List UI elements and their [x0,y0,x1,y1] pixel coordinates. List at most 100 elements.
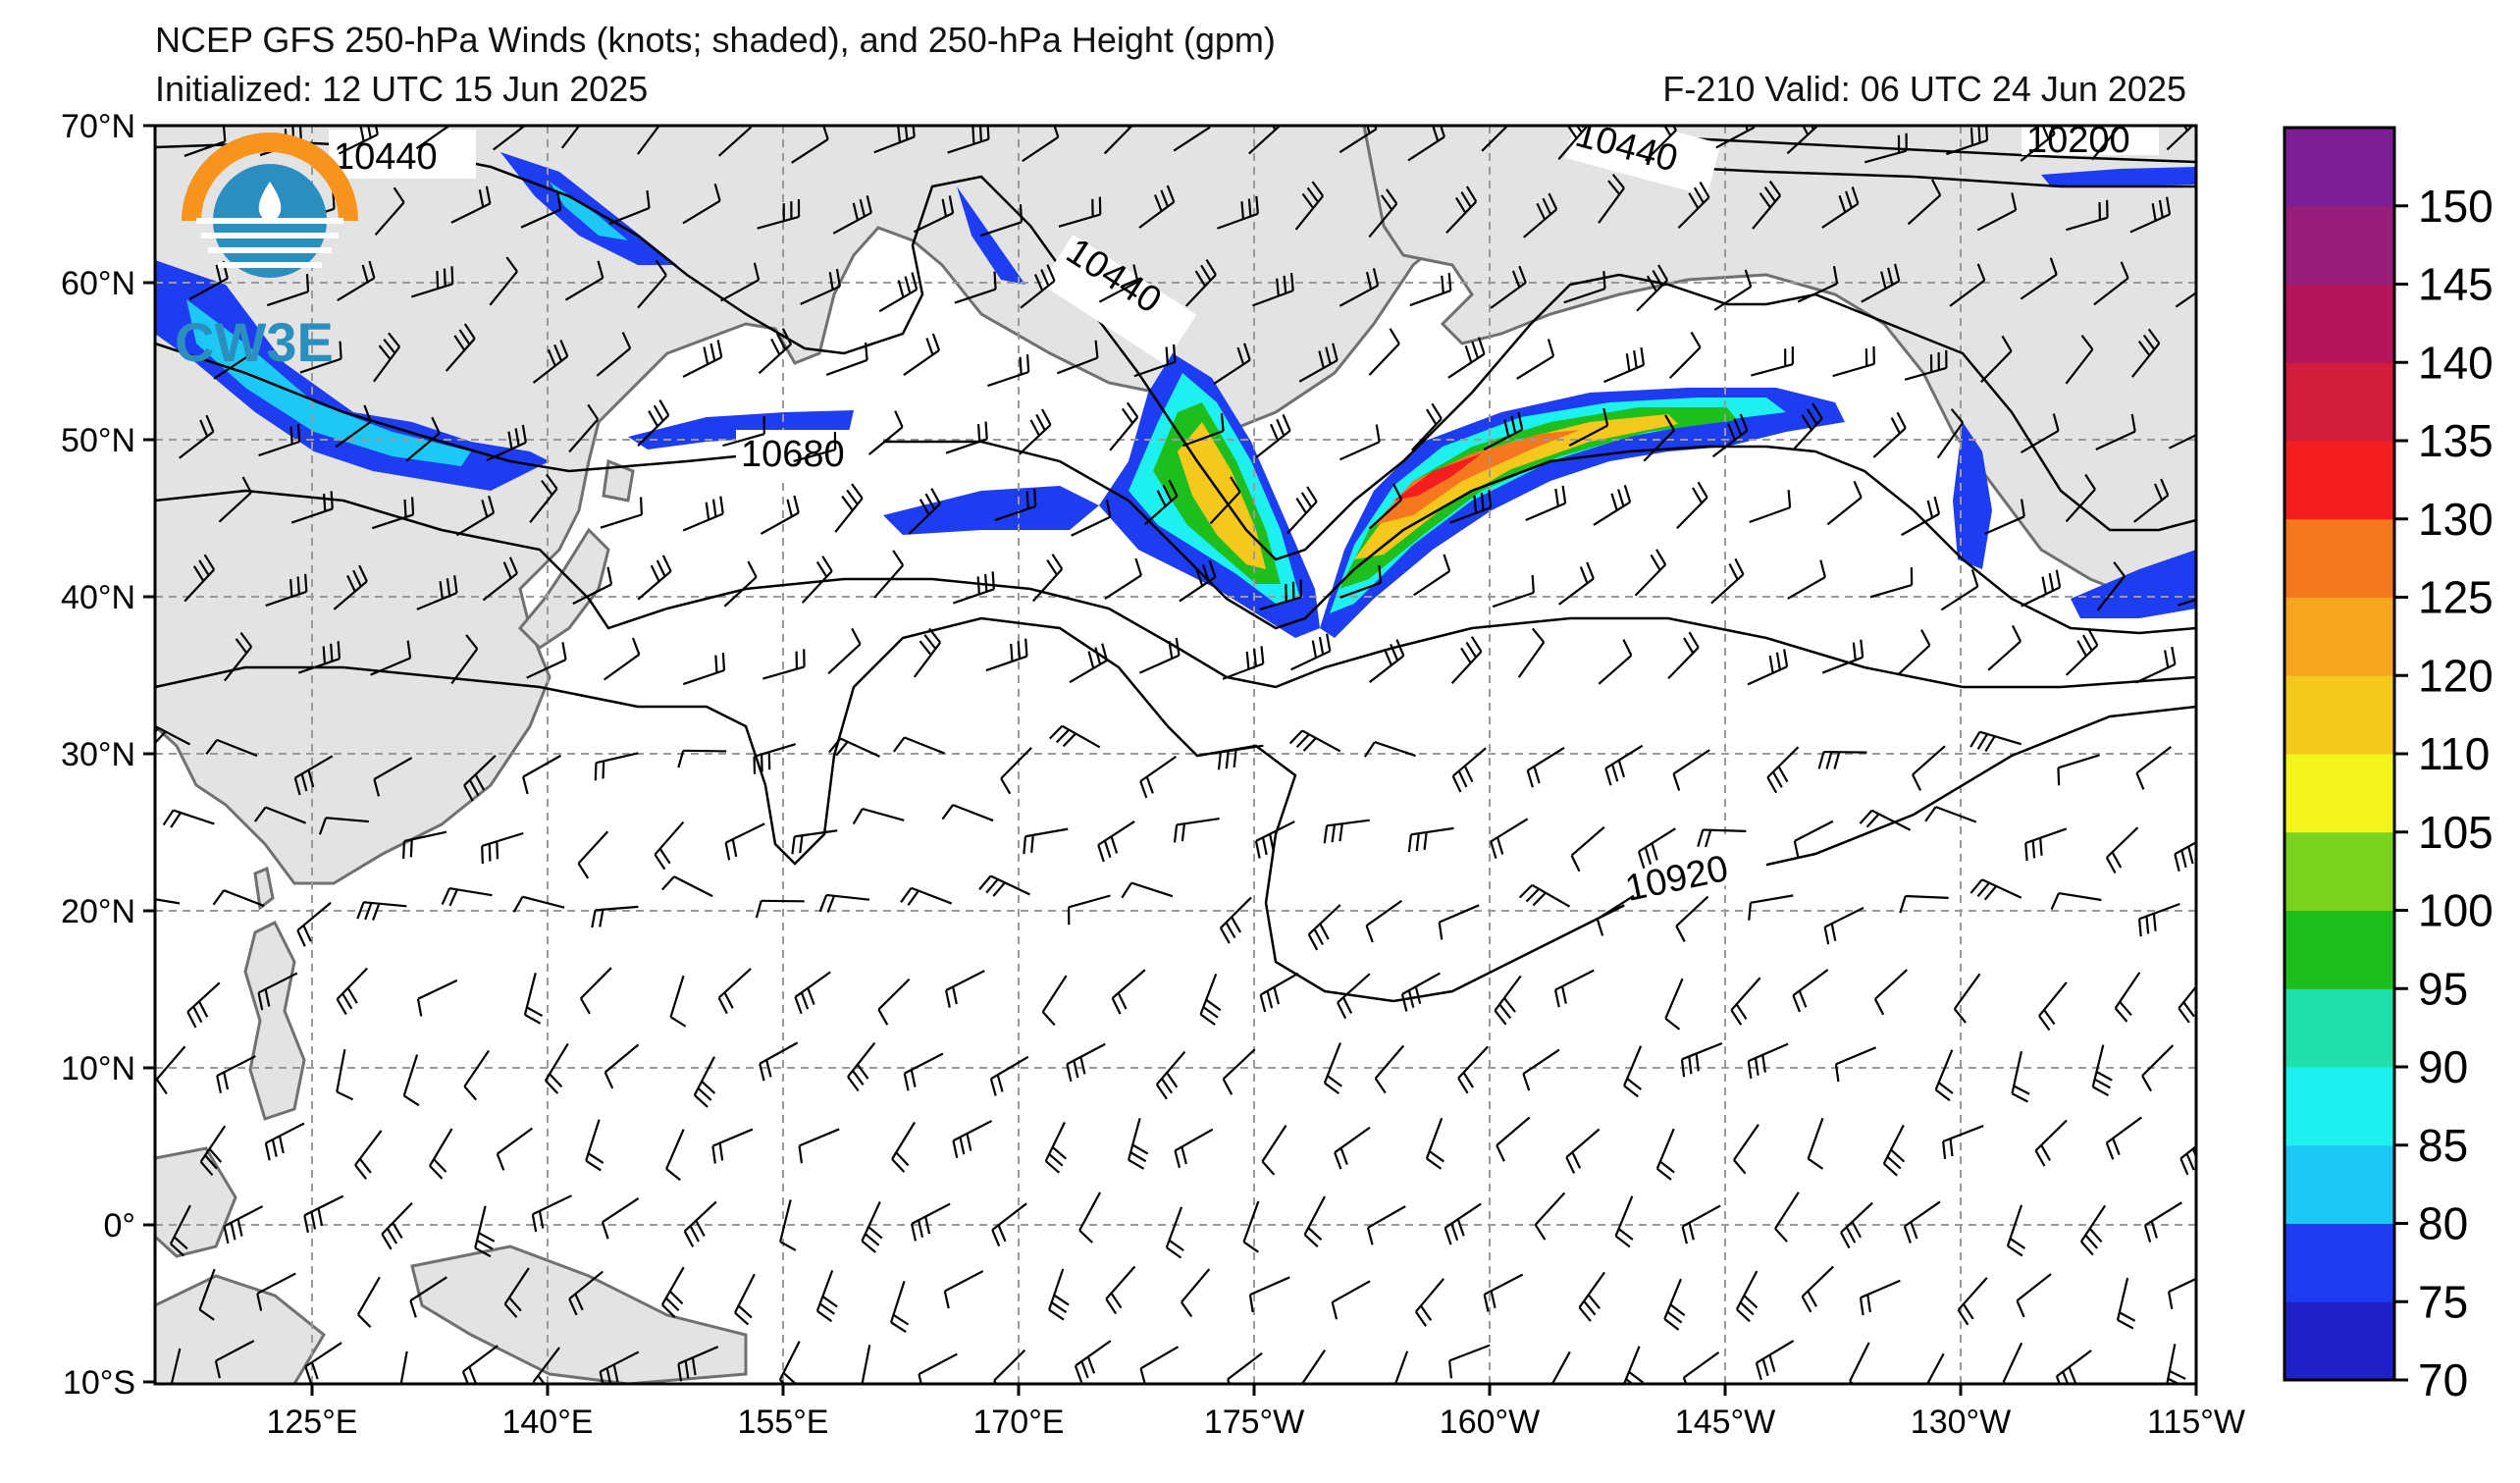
wind-barb [2021,569,2062,608]
colorbar-bin [2284,1067,2394,1146]
colorbar-bin [2284,1301,2394,1381]
wind-barb [1593,485,1632,526]
wind-barb [815,1270,838,1323]
land-japan [517,527,610,650]
wind-barb [402,830,447,860]
wind-barb [867,410,904,455]
jet-dateline-streak [957,186,1025,285]
wind-barb [304,1342,342,1384]
wind-barb [371,497,415,530]
wind-barb [913,627,942,678]
wind-barb [1912,745,1946,791]
wind-barb [415,126,451,150]
wind-barb [1323,1042,1342,1095]
wind-barb [2020,413,2060,454]
wind-barb [987,354,1030,388]
wind-barb [2079,1204,2107,1256]
wind-barbs [155,126,2251,1384]
wind-barb [800,268,841,305]
land-indonesia [155,1274,326,1384]
wind-barb [861,1200,883,1253]
wind-barb [1438,904,1480,940]
wind-barb [1483,411,1524,450]
wind-barb [2129,196,2172,234]
wind-barb [1105,1265,1136,1315]
wind-barb [493,126,527,151]
wind-barb [265,573,308,608]
wind-barb [918,1352,958,1384]
wind-barb [1049,724,1101,749]
init-time: Initialized: 12 UTC 15 Jun 2025 [155,69,649,109]
wind-barb [1097,820,1135,863]
wind-barb [529,473,558,524]
wind-barb [1550,1351,1571,1384]
wind-barb [1526,746,1565,788]
colorbar-tick-label: 95 [2418,963,2468,1014]
wind-barb [1339,424,1381,461]
wind-barb [1217,195,1259,230]
wind-barb [1667,631,1700,680]
wind-barb [2220,627,2245,675]
wind-barb [2114,972,2141,1023]
wind-barb [1339,268,1380,307]
wind-barb [1987,624,2022,671]
wind-barb [2178,598,2196,607]
wind-barb [903,333,941,377]
wind-barb [1748,894,1794,921]
wind-barb [1155,1050,1186,1100]
wind-barb [1869,567,1914,599]
wind-barb [1074,1340,1112,1383]
wind-barb [1450,636,1483,684]
wind-barb [1199,973,1222,1026]
wind-barb [585,1119,604,1172]
wind-barb [2055,1350,2092,1384]
wind-barb [1139,1346,1180,1384]
colorbar-bin [2284,675,2394,755]
wind-barb [2167,1277,2196,1309]
wind-barb [1374,1044,1405,1094]
wind-barb [1752,180,1782,230]
wind-barb [223,1205,264,1245]
wind-barb [601,1197,640,1240]
map-area: 10440 10440 10440 10200 10680 10920 CW3E [155,126,2251,1384]
logo-arc [182,132,358,222]
wind-barb [532,340,569,384]
cw3e-logo: CW3E [175,132,358,373]
wind-barb [1298,343,1339,383]
wind-barb [818,893,870,913]
wind-barb [1111,969,1146,1015]
lon-label: 130°W [1911,1404,2011,1441]
wind-barb [2066,199,2109,232]
wind-barb [1677,182,1710,230]
wind-barb [1823,906,1864,945]
wind-barb [1522,1048,1560,1091]
wind-barb [1578,1271,1605,1322]
wind-barb [724,822,765,861]
wind-barb [544,1042,569,1094]
colorbar-tick-label: 125 [2418,572,2494,623]
wind-barb [337,260,376,301]
wind-barb [877,978,911,1026]
wind-barb [2093,261,2129,306]
wind-barb [2011,1051,2030,1103]
wind-barb [1447,337,1486,379]
wind-barb [717,126,753,157]
wind-barb [791,126,829,164]
wind-barb [952,1120,993,1159]
wind-barb [214,1340,255,1379]
wind-barb [336,967,369,1016]
wind-barb [1337,973,1371,1020]
wind-barb [2211,502,2251,535]
wind-barb [568,403,600,453]
wind-barb [1173,817,1220,843]
wind-barb [1143,479,1179,526]
wind-barb [2050,891,2102,910]
wind-barb [1897,629,1931,676]
wind-barb [1969,730,2022,753]
colorbar-tick-label: 75 [2418,1276,2468,1327]
wind-barb [1903,1200,1941,1244]
colorbar-tick-label: 150 [2418,181,2494,232]
wind-barb [579,967,612,1015]
wind-barb [1681,1204,1721,1245]
